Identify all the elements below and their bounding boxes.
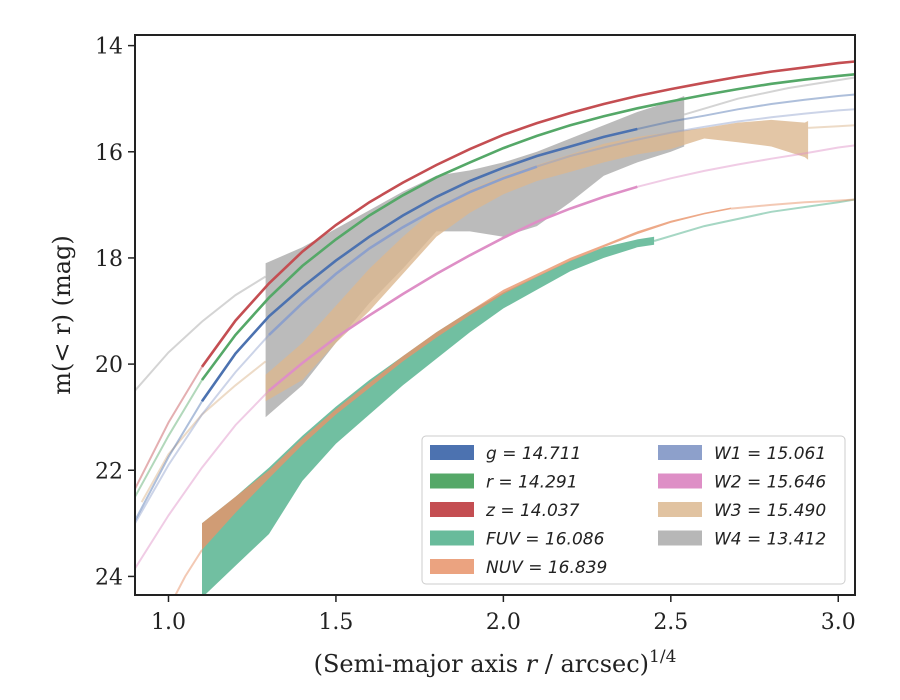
legend-label: NUV = 16.839 — [486, 558, 607, 578]
legend-label: g = 14.711 — [486, 444, 581, 464]
x-tick-label: 1.0 — [151, 610, 186, 635]
x-tick-label: 1.5 — [318, 610, 353, 635]
series-r-line — [200, 73, 855, 381]
y-tick-label: 22 — [95, 459, 123, 484]
legend-swatch — [430, 530, 474, 546]
legend-item-W4: W4 = 13.412 — [658, 530, 826, 550]
legend-swatch — [658, 445, 702, 460]
axes: 1.0 1.5 2.0 2.5 3.0 14 16 18 20 22 24 — [95, 34, 856, 635]
plot-frame — [134, 34, 856, 596]
legend-swatch — [430, 559, 474, 574]
legend-swatch — [430, 445, 474, 460]
series-W3-model-tail — [808, 124, 855, 129]
y-tick-label: 24 — [95, 565, 123, 590]
legend-item-NUV: NUV = 16.839 — [430, 558, 607, 578]
legend-label: W1 = 15.061 — [714, 444, 826, 464]
legend-item-g: g = 14.711 — [430, 444, 581, 464]
series-W1-line — [268, 165, 538, 336]
legend-label: W4 = 13.412 — [714, 530, 826, 550]
plot-area — [135, 60, 855, 595]
legend-label: W2 = 15.646 — [714, 473, 826, 493]
legend-item-r: r = 14.291 — [430, 473, 578, 493]
x-tick-label: 2.5 — [653, 610, 688, 635]
series-NUV-model — [731, 198, 855, 210]
series-W3-band — [265, 119, 809, 402]
legend-item-z: z = 14.037 — [430, 501, 580, 521]
legend-swatch — [430, 502, 474, 517]
series-W4-model — [135, 275, 267, 392]
x-tick-label: 2.0 — [486, 610, 521, 635]
legend-label: r = 14.291 — [486, 473, 578, 493]
legend-item-W1: W1 = 15.061 — [658, 444, 826, 464]
legend-label: FUV = 16.086 — [486, 530, 605, 550]
series-FUV-model — [653, 198, 855, 242]
legend-box — [421, 435, 846, 585]
legend-swatch — [430, 473, 474, 489]
legend-item-W2: W2 = 15.646 — [658, 473, 826, 493]
legend-item-FUV: FUV = 16.086 — [430, 530, 605, 550]
legend-swatch — [658, 530, 702, 546]
y-tick-label: 18 — [95, 247, 123, 272]
x-tick-label: 3.0 — [821, 610, 856, 635]
legend-swatch — [658, 473, 702, 489]
legend-swatch — [658, 502, 702, 517]
legend-label: W3 = 15.490 — [714, 501, 826, 521]
legend-item-W3: W3 = 15.490 — [658, 501, 826, 521]
series-z-line — [200, 60, 855, 368]
series-W4-band — [265, 96, 685, 418]
series-W4-model-tail — [683, 76, 855, 116]
y-tick-label: 16 — [95, 141, 123, 166]
series-g-line — [200, 127, 638, 403]
series-NUV-model-pre — [174, 549, 203, 595]
legend-label: z = 14.037 — [485, 501, 580, 521]
y-tick-label: 14 — [95, 35, 123, 60]
y-tick-label: 20 — [95, 353, 123, 378]
y-axis-label: m(< r) (mag) — [48, 235, 76, 394]
series-W2-line — [268, 185, 638, 392]
legend: g = 14.711 r = 14.291 z = 14.037 FUV = 16.0… — [421, 435, 846, 585]
x-axis-label: (Semi-major axis r / arcsec)1/4 — [314, 647, 677, 678]
series-W3-model — [140, 360, 267, 503]
